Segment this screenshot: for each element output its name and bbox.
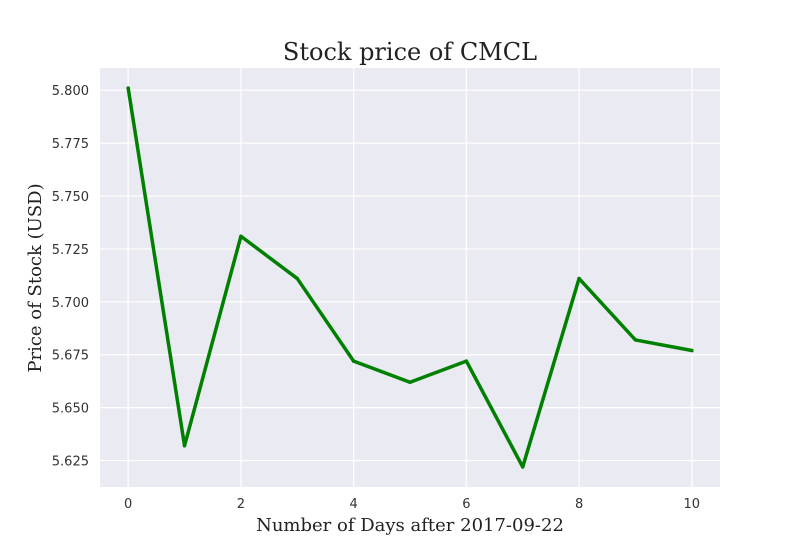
data-point — [126, 86, 130, 90]
x-tick-label: 10 — [684, 497, 701, 512]
series-layer — [126, 86, 694, 469]
data-point — [351, 359, 356, 363]
chart-title: Stock price of CMCL — [283, 38, 537, 66]
y-tick-label: 5.725 — [52, 243, 89, 258]
tick-labels: 0 2 4 6 8 10 5.625 5.650 5.675 5.700 5.725 5.750 5.7… — [52, 84, 700, 512]
y-tick-label: 5.775 — [52, 137, 89, 152]
y-tick-label: 5.750 — [52, 190, 89, 205]
data-point — [464, 359, 469, 363]
data-point — [577, 276, 581, 281]
plot-area — [100, 68, 720, 487]
data-point — [520, 465, 525, 469]
x-tick-label: 4 — [349, 497, 357, 512]
data-point — [690, 348, 694, 353]
y-axis-label: Price of Stock (USD) — [25, 183, 46, 372]
x-tick-label: 2 — [237, 497, 245, 512]
data-point — [295, 276, 300, 281]
x-tick-label: 6 — [462, 497, 470, 512]
data-point — [408, 380, 412, 384]
y-tick-label: 5.700 — [52, 296, 89, 311]
data-point — [182, 443, 187, 448]
y-tick-label: 5.650 — [52, 402, 89, 417]
y-tick-label: 5.625 — [52, 455, 89, 470]
x-tick-label: 8 — [575, 497, 583, 512]
x-axis-label: Number of Days after 2017-09-22 — [256, 515, 564, 536]
y-tick-label: 5.675 — [52, 349, 89, 364]
data-point — [633, 338, 638, 342]
x-tick-label: 0 — [124, 497, 132, 512]
y-tick-label: 5.800 — [52, 84, 89, 99]
data-point — [239, 234, 243, 238]
